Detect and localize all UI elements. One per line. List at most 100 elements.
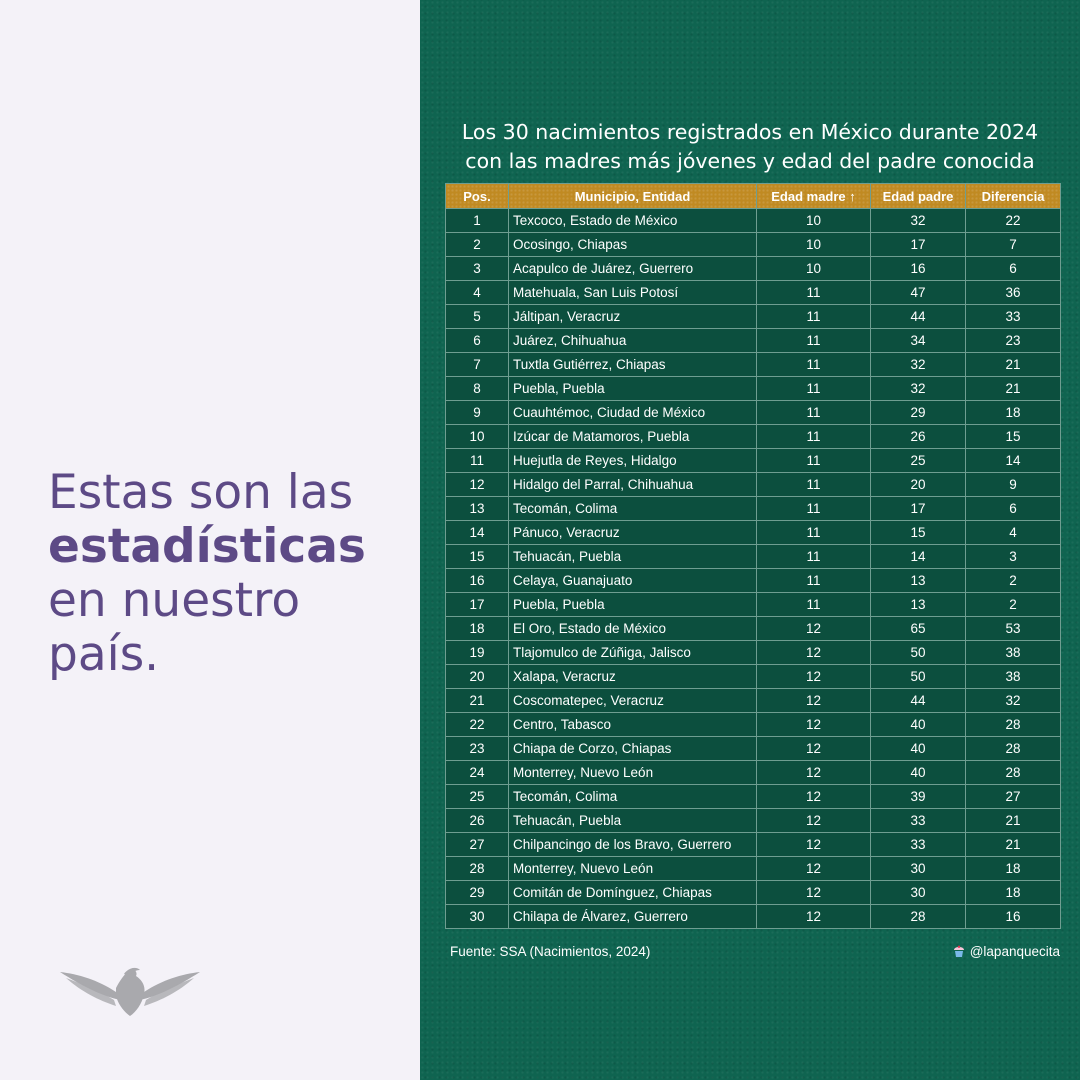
cell-diferencia: 6 bbox=[965, 496, 1061, 521]
cupcake-icon bbox=[953, 945, 964, 957]
cell-diferencia: 9 bbox=[965, 472, 1061, 497]
cell-diferencia: 21 bbox=[965, 832, 1061, 857]
table-row: 30 Chilapa de Álvarez, Guerrero 12 28 16 bbox=[445, 904, 1061, 929]
cell-edad-madre: 11 bbox=[756, 448, 871, 473]
cell-diferencia: 53 bbox=[965, 616, 1061, 641]
table-row: 9 Cuauhtémoc, Ciudad de México 11 29 18 bbox=[445, 400, 1061, 425]
cell-edad-padre: 16 bbox=[870, 256, 966, 281]
cell-pos: 4 bbox=[445, 280, 509, 305]
cell-diferencia: 28 bbox=[965, 760, 1061, 785]
cell-pos: 29 bbox=[445, 880, 509, 905]
cell-edad-madre: 11 bbox=[756, 544, 871, 569]
cell-diferencia: 33 bbox=[965, 304, 1061, 329]
cell-municipio: Juárez, Chihuahua bbox=[508, 328, 757, 353]
cell-edad-padre: 28 bbox=[870, 904, 966, 929]
cell-edad-padre: 39 bbox=[870, 784, 966, 809]
cell-diferencia: 21 bbox=[965, 808, 1061, 833]
cell-edad-padre: 32 bbox=[870, 352, 966, 377]
eagle-emblem-icon bbox=[60, 967, 200, 1016]
cell-edad-padre: 40 bbox=[870, 760, 966, 785]
cell-edad-madre: 12 bbox=[756, 712, 871, 737]
cell-diferencia: 22 bbox=[965, 208, 1061, 233]
cell-pos: 6 bbox=[445, 328, 509, 353]
cell-diferencia: 32 bbox=[965, 688, 1061, 713]
cell-edad-madre: 11 bbox=[756, 520, 871, 545]
cell-pos: 25 bbox=[445, 784, 509, 809]
table-row: 12 Hidalgo del Parral, Chihuahua 11 20 9 bbox=[445, 472, 1061, 497]
cell-edad-madre: 11 bbox=[756, 400, 871, 425]
cell-pos: 5 bbox=[445, 304, 509, 329]
cell-pos: 28 bbox=[445, 856, 509, 881]
cell-edad-madre: 10 bbox=[756, 208, 871, 233]
cell-diferencia: 28 bbox=[965, 712, 1061, 737]
cell-edad-madre: 11 bbox=[756, 424, 871, 449]
cell-edad-padre: 30 bbox=[870, 880, 966, 905]
table-title-line-1: Los 30 nacimientos registrados en México… bbox=[461, 120, 1039, 144]
cell-municipio: Coscomatepec, Veracruz bbox=[508, 688, 757, 713]
cell-diferencia: 15 bbox=[965, 424, 1061, 449]
cell-municipio: Monterrey, Nuevo León bbox=[508, 760, 757, 785]
cell-diferencia: 38 bbox=[965, 664, 1061, 689]
cell-edad-madre: 12 bbox=[756, 640, 871, 665]
cell-edad-madre: 11 bbox=[756, 496, 871, 521]
cell-edad-padre: 20 bbox=[870, 472, 966, 497]
cell-edad-madre: 12 bbox=[756, 760, 871, 785]
cell-edad-padre: 44 bbox=[870, 688, 966, 713]
cell-municipio: Chilapa de Álvarez, Guerrero bbox=[508, 904, 757, 929]
cell-diferencia: 4 bbox=[965, 520, 1061, 545]
headline-line-2: estadísticas bbox=[48, 519, 366, 574]
table-row: 10 Izúcar de Matamoros, Puebla 11 26 15 bbox=[445, 424, 1061, 449]
cell-diferencia: 2 bbox=[965, 568, 1061, 593]
table-row: 8 Puebla, Puebla 11 32 21 bbox=[445, 376, 1061, 401]
table-row: 26 Tehuacán, Puebla 12 33 21 bbox=[445, 808, 1061, 833]
cell-edad-padre: 33 bbox=[870, 808, 966, 833]
column-header-diferencia: Diferencia bbox=[965, 183, 1061, 209]
cell-edad-madre: 11 bbox=[756, 376, 871, 401]
table-row: 14 Pánuco, Veracruz 11 15 4 bbox=[445, 520, 1061, 545]
cell-diferencia: 18 bbox=[965, 400, 1061, 425]
headline-line-3: en nuestro bbox=[48, 573, 301, 628]
table-row: 4 Matehuala, San Luis Potosí 11 47 36 bbox=[445, 280, 1061, 305]
cell-edad-padre: 26 bbox=[870, 424, 966, 449]
cell-diferencia: 2 bbox=[965, 592, 1061, 617]
cell-diferencia: 18 bbox=[965, 856, 1061, 881]
cell-municipio: Puebla, Puebla bbox=[508, 376, 757, 401]
table-row: 2 Ocosingo, Chiapas 10 17 7 bbox=[445, 232, 1061, 257]
cell-municipio: Celaya, Guanajuato bbox=[508, 568, 757, 593]
table-row: 22 Centro, Tabasco 12 40 28 bbox=[445, 712, 1061, 737]
table-row: 7 Tuxtla Gutiérrez, Chiapas 11 32 21 bbox=[445, 352, 1061, 377]
cell-edad-madre: 11 bbox=[756, 568, 871, 593]
table-row: 15 Tehuacán, Puebla 11 14 3 bbox=[445, 544, 1061, 569]
cell-edad-padre: 65 bbox=[870, 616, 966, 641]
cell-diferencia: 18 bbox=[965, 880, 1061, 905]
cell-diferencia: 36 bbox=[965, 280, 1061, 305]
cell-edad-madre: 12 bbox=[756, 832, 871, 857]
table-row: 28 Monterrey, Nuevo León 12 30 18 bbox=[445, 856, 1061, 881]
table-row: 3 Acapulco de Juárez, Guerrero 10 16 6 bbox=[445, 256, 1061, 281]
headline: Estas son las estadísticas en nuestro pa… bbox=[48, 466, 418, 682]
cell-municipio: Pánuco, Veracruz bbox=[508, 520, 757, 545]
cell-pos: 22 bbox=[445, 712, 509, 737]
cell-municipio: Centro, Tabasco bbox=[508, 712, 757, 737]
cell-municipio: Tuxtla Gutiérrez, Chiapas bbox=[508, 352, 757, 377]
left-panel: Estas son las estadísticas en nuestro pa… bbox=[0, 0, 420, 1080]
table-row: 17 Puebla, Puebla 11 13 2 bbox=[445, 592, 1061, 617]
table-row: 11 Huejutla de Reyes, Hidalgo 11 25 14 bbox=[445, 448, 1061, 473]
cell-pos: 26 bbox=[445, 808, 509, 833]
cell-edad-madre: 12 bbox=[756, 808, 871, 833]
cell-pos: 12 bbox=[445, 472, 509, 497]
cell-edad-madre: 11 bbox=[756, 304, 871, 329]
cell-edad-madre: 10 bbox=[756, 232, 871, 257]
table-title: Los 30 nacimientos registrados en México… bbox=[420, 118, 1080, 176]
table-row: 6 Juárez, Chihuahua 11 34 23 bbox=[445, 328, 1061, 353]
cell-municipio: Tecomán, Colima bbox=[508, 496, 757, 521]
cell-municipio: Texcoco, Estado de México bbox=[508, 208, 757, 233]
cell-municipio: Monterrey, Nuevo León bbox=[508, 856, 757, 881]
cell-edad-padre: 47 bbox=[870, 280, 966, 305]
cell-pos: 15 bbox=[445, 544, 509, 569]
cell-diferencia: 16 bbox=[965, 904, 1061, 929]
cell-pos: 7 bbox=[445, 352, 509, 377]
cell-edad-padre: 15 bbox=[870, 520, 966, 545]
cell-pos: 30 bbox=[445, 904, 509, 929]
column-header-edad-padre: Edad padre bbox=[870, 183, 966, 209]
